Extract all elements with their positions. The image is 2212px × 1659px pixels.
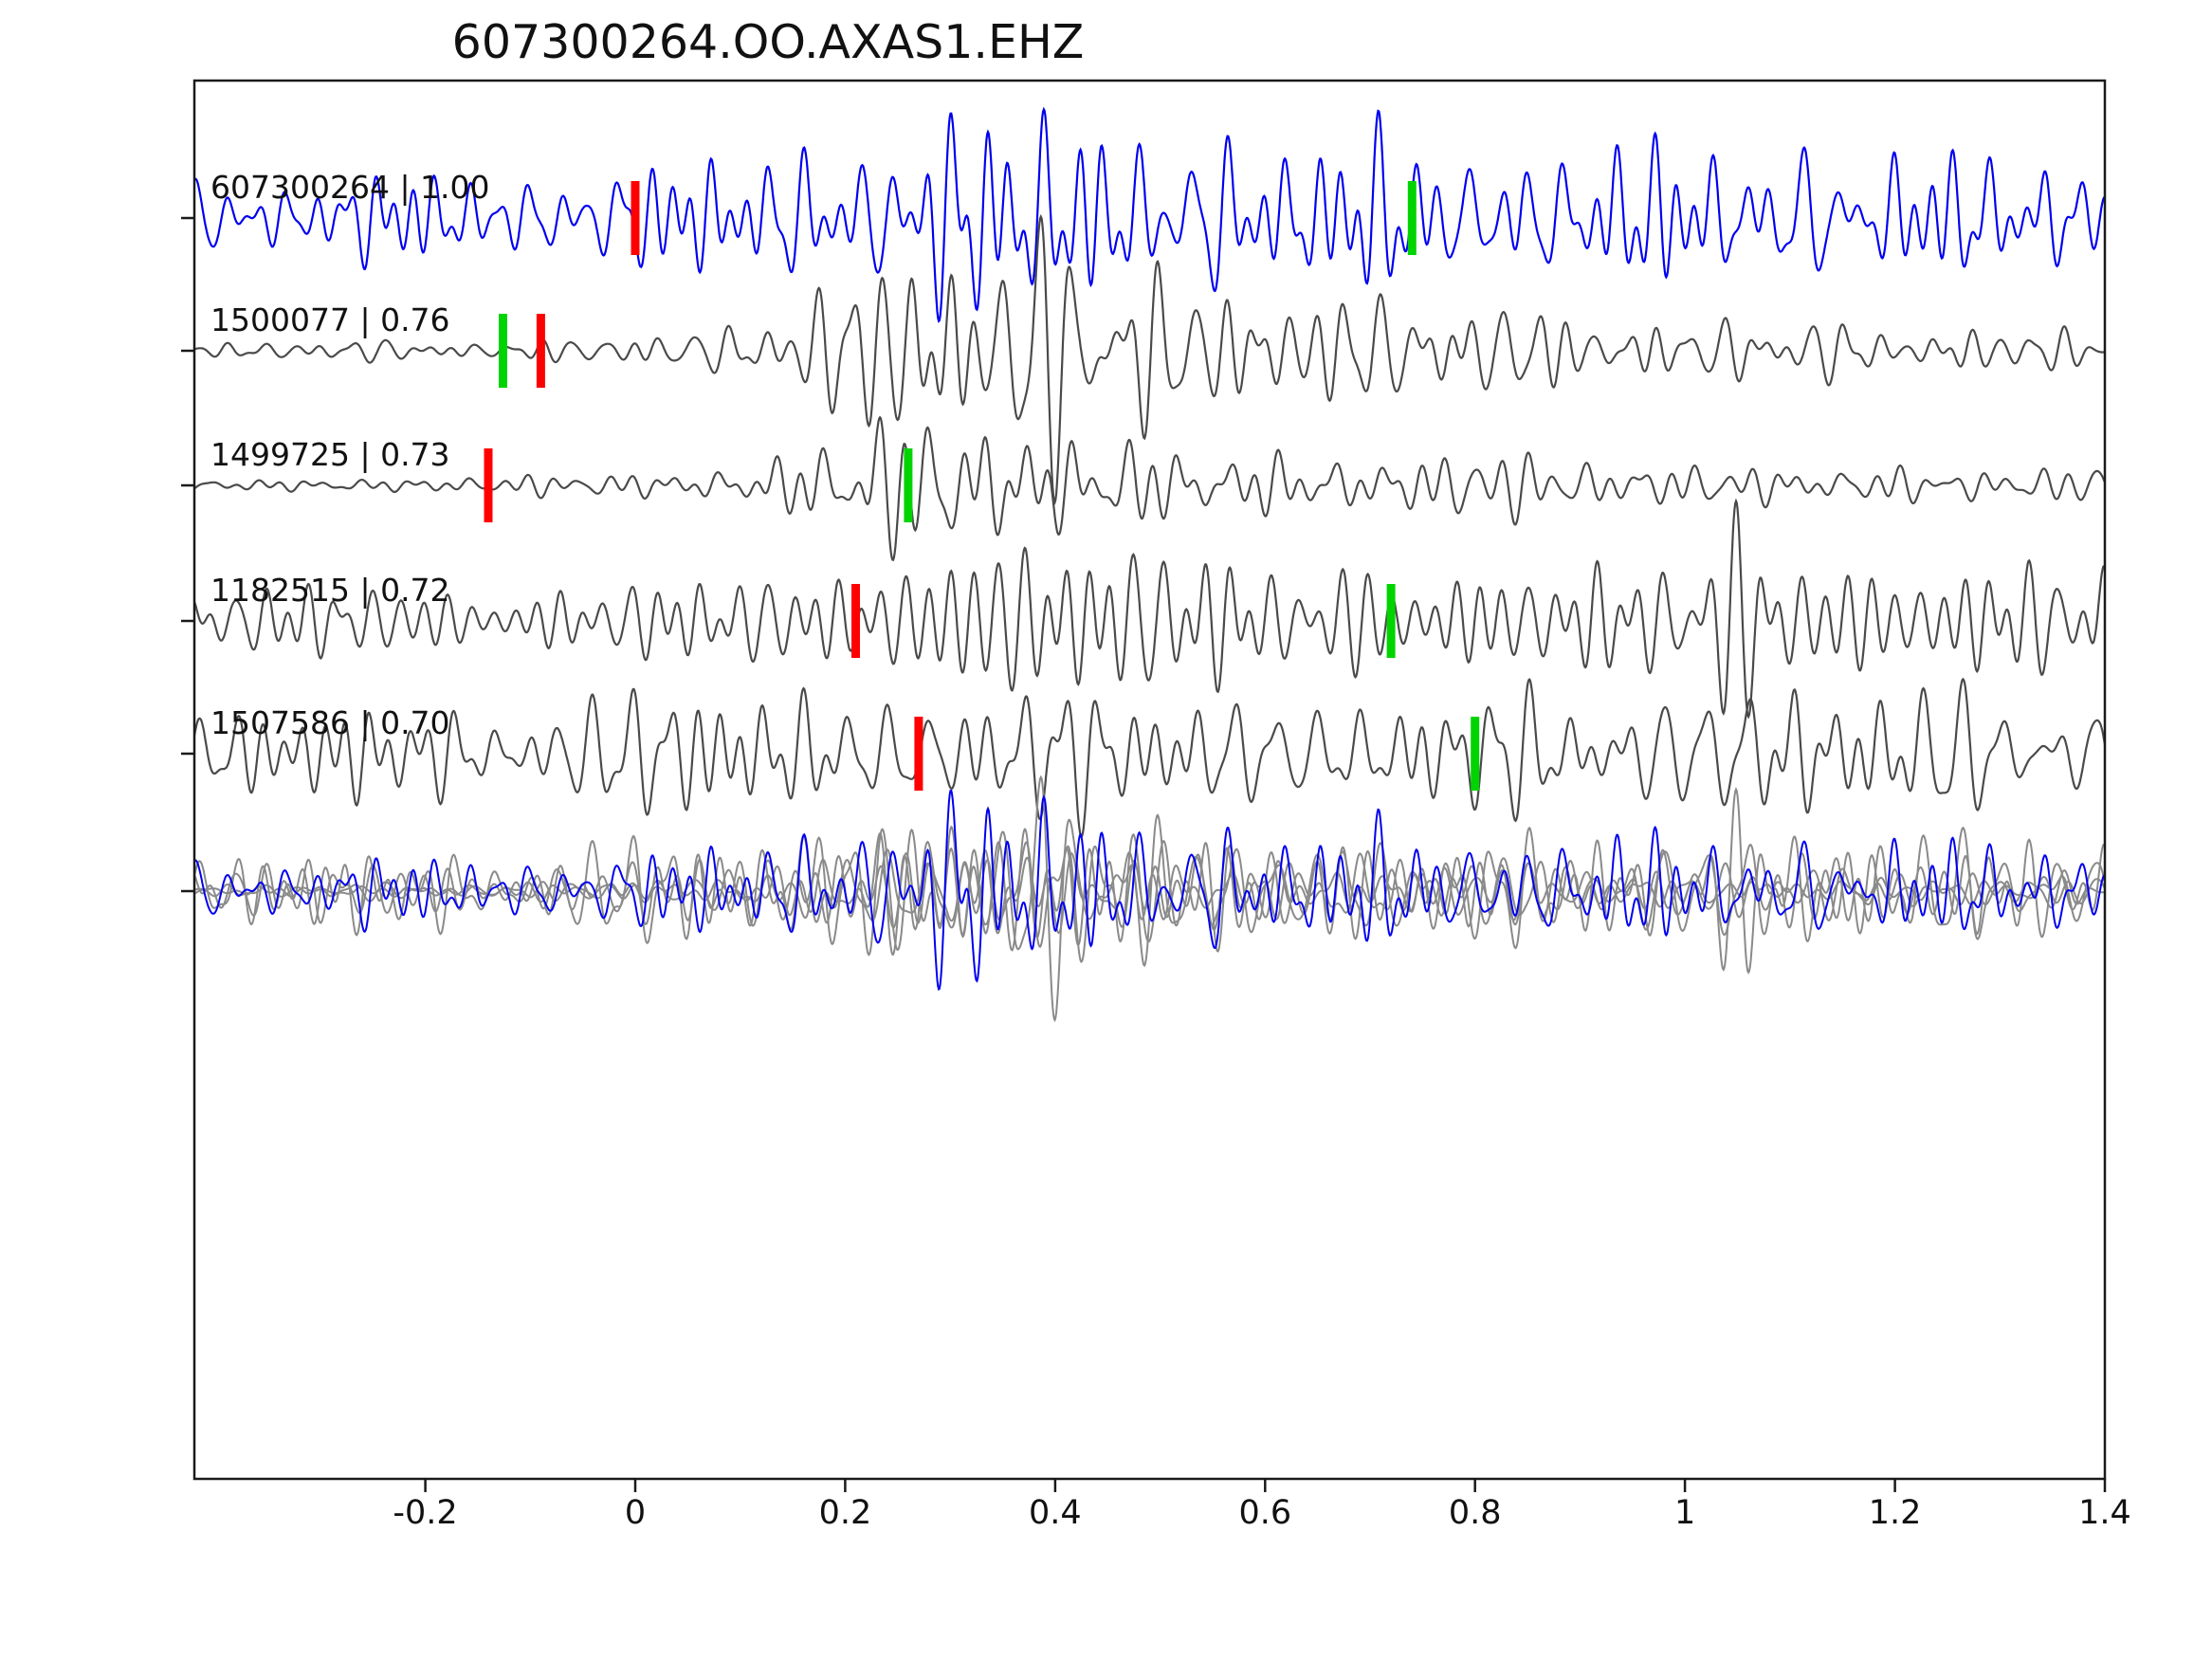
chart-title: 607300264.OO.AXAS1.EHZ (451, 15, 1085, 69)
plot-frame (192, 79, 2107, 1481)
waveform-1499725 (193, 415, 2107, 562)
pick-green-marker (1386, 584, 1396, 658)
overlay-waveform-2 (193, 787, 2106, 975)
trace-label-1500077: 1500077 | 0.76 (210, 301, 450, 338)
x-tick-label: 1 (1674, 1494, 1696, 1532)
waveform-1182515 (192, 498, 2107, 720)
overlay-waveform-3 (193, 826, 2106, 963)
trace-label-1507586: 1507586 | 0.70 (210, 704, 450, 741)
pick-green-marker (499, 314, 507, 388)
x-tick-label: 1.4 (2078, 1494, 2131, 1532)
x-tick-label: 1.2 (1868, 1494, 1922, 1532)
x-tick-label: 0.2 (818, 1494, 872, 1532)
waveform-1500077 (193, 213, 2106, 505)
x-tick-label: 0 (624, 1494, 647, 1532)
x-tick-label: 0.6 (1238, 1494, 1292, 1532)
pick-red-marker (851, 584, 860, 658)
waveform-607300264 (193, 106, 2106, 323)
pick-red-marker (536, 314, 545, 388)
pick-green-marker (1471, 717, 1480, 791)
x-tick-label: -0.2 (393, 1494, 458, 1532)
trace-label-607300264: 607300264 | 1.00 (210, 169, 490, 206)
trace-label-1182515: 1182515 | 0.72 (210, 572, 450, 609)
pick-red-marker (631, 181, 640, 255)
waveform-1507586 (192, 677, 2107, 839)
pick-green-marker (1407, 181, 1417, 255)
pick-red-marker (914, 717, 923, 791)
pick-green-marker (904, 448, 913, 522)
trace-label-1499725: 1499725 | 0.73 (210, 436, 450, 473)
overlay-waveform-0 (193, 775, 2106, 1023)
x-tick-label: 0.4 (1029, 1494, 1082, 1532)
pick-red-marker (484, 448, 493, 522)
x-tick-label: 0.8 (1448, 1494, 1502, 1532)
overlay-waveform-4 (193, 789, 2106, 992)
